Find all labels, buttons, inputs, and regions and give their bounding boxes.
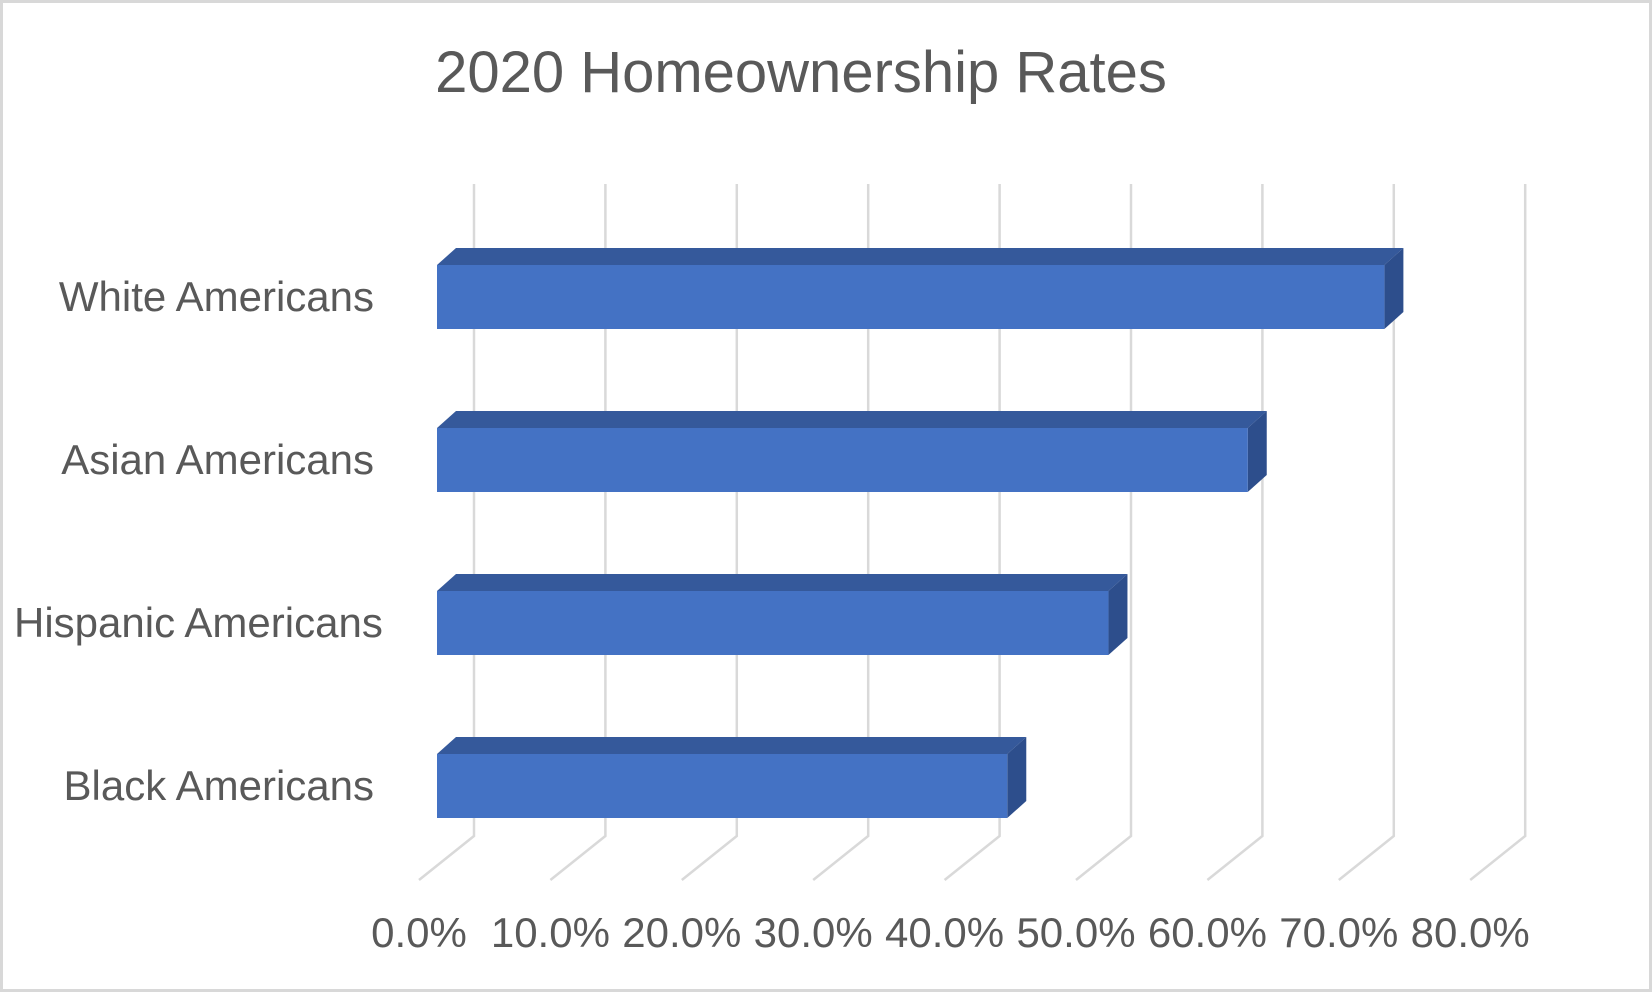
bar-top-face: [437, 737, 1027, 754]
gridline-80-0-: [1469, 184, 1527, 881]
category-label-white-americans: White Americans: [58, 273, 374, 320]
x-tick-label-60-0-: 60.0%: [1147, 909, 1267, 956]
gridline-10-0-: [549, 184, 607, 881]
bar-side-face: [1007, 737, 1027, 818]
bar-side-face: [1247, 411, 1267, 492]
x-tick-label-70-0-: 70.0%: [1279, 909, 1399, 956]
gridline-30-0-: [812, 184, 870, 881]
gridline-70-0-: [1338, 184, 1396, 881]
gridline-60-0-: [1206, 184, 1264, 881]
x-tick-label-40-0-: 40.0%: [885, 909, 1005, 956]
chart-title: 2020 Homeownership Rates: [435, 40, 1167, 105]
bar-top-face: [437, 411, 1267, 428]
bar-white-americans: [437, 248, 1404, 329]
bar-side-face: [1108, 574, 1128, 655]
category-label-asian-americans: Asian Americans: [61, 436, 374, 483]
bar-hispanic-americans: [437, 574, 1128, 655]
bar-asian-americans: [437, 411, 1267, 492]
category-label-hispanic-americans: Hispanic Americans: [14, 599, 383, 646]
bar-black-americans: [437, 737, 1027, 818]
gridline-20-0-: [681, 184, 739, 881]
x-tick-label-10-0-: 10.0%: [490, 909, 610, 956]
x-tick-label-20-0-: 20.0%: [622, 909, 742, 956]
category-label-black-americans: Black Americans: [63, 762, 374, 809]
gridline-0-0-: [418, 184, 476, 881]
bar-side-face: [1384, 248, 1404, 329]
x-tick-label-50-0-: 50.0%: [1016, 909, 1136, 956]
bar-front-face: [437, 265, 1385, 329]
x-tick-label-80-0-: 80.0%: [1410, 909, 1530, 956]
bar-front-face: [437, 428, 1248, 492]
plot-area: [418, 184, 1527, 881]
gridline-40-0-: [943, 184, 1001, 881]
bar-top-face: [437, 574, 1128, 591]
x-tick-label-0-0-: 0.0%: [371, 909, 467, 956]
gridline-50-0-: [1075, 184, 1133, 881]
bar-front-face: [437, 591, 1109, 655]
x-tick-label-30-0-: 30.0%: [753, 909, 873, 956]
bar-front-face: [437, 754, 1008, 818]
bar-top-face: [437, 248, 1404, 265]
